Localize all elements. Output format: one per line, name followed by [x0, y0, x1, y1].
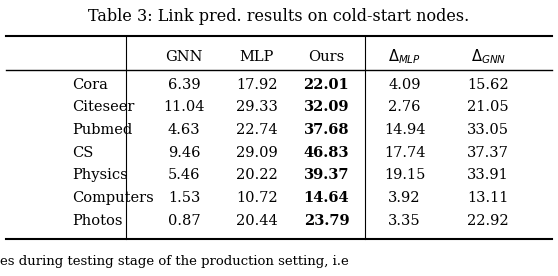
Text: 32.09: 32.09: [304, 100, 349, 114]
Text: 37.37: 37.37: [467, 146, 509, 160]
Text: 19.15: 19.15: [384, 168, 425, 182]
Text: 29.33: 29.33: [235, 100, 278, 114]
Text: Pubmed: Pubmed: [73, 123, 133, 137]
Text: 4.63: 4.63: [168, 123, 200, 137]
Text: Table 3: Link pred. results on cold-start nodes.: Table 3: Link pred. results on cold-star…: [88, 8, 470, 25]
Text: MLP: MLP: [239, 50, 274, 63]
Text: 46.83: 46.83: [304, 146, 349, 160]
Text: 4.09: 4.09: [388, 78, 421, 92]
Text: 17.92: 17.92: [236, 78, 277, 92]
Text: 20.22: 20.22: [236, 168, 277, 182]
Text: 29.09: 29.09: [236, 146, 277, 160]
Text: 6.39: 6.39: [168, 78, 200, 92]
Text: Citeseer: Citeseer: [73, 100, 135, 114]
Text: $\Delta_{MLP}$: $\Delta_{MLP}$: [388, 47, 421, 66]
Text: 14.64: 14.64: [304, 191, 349, 205]
Text: 2.76: 2.76: [388, 100, 421, 114]
Text: CS: CS: [73, 146, 94, 160]
Text: 15.62: 15.62: [468, 78, 509, 92]
Text: 3.35: 3.35: [388, 214, 421, 227]
Text: 3.92: 3.92: [388, 191, 421, 205]
Text: $\Delta_{GNN}$: $\Delta_{GNN}$: [471, 47, 506, 66]
Text: 17.74: 17.74: [384, 146, 425, 160]
Text: 21.05: 21.05: [468, 100, 509, 114]
Text: 33.91: 33.91: [468, 168, 509, 182]
Text: 1.53: 1.53: [168, 191, 200, 205]
Text: 22.74: 22.74: [236, 123, 277, 137]
Text: 33.05: 33.05: [467, 123, 509, 137]
Text: 9.46: 9.46: [168, 146, 200, 160]
Text: 0.87: 0.87: [168, 214, 200, 227]
Text: 39.37: 39.37: [304, 168, 349, 182]
Text: 11.04: 11.04: [163, 100, 205, 114]
Text: 10.72: 10.72: [236, 191, 277, 205]
Text: Cora: Cora: [73, 78, 108, 92]
Text: 20.44: 20.44: [236, 214, 277, 227]
Text: 13.11: 13.11: [468, 191, 509, 205]
Text: Computers: Computers: [73, 191, 155, 205]
Text: 22.92: 22.92: [468, 214, 509, 227]
Text: 37.68: 37.68: [304, 123, 349, 137]
Text: Physics: Physics: [73, 168, 128, 182]
Text: 23.79: 23.79: [304, 214, 349, 227]
Text: 14.94: 14.94: [384, 123, 425, 137]
Text: es during testing stage of the production setting, i.e: es during testing stage of the productio…: [0, 255, 349, 268]
Text: 22.01: 22.01: [304, 78, 349, 92]
Text: Ours: Ours: [309, 50, 344, 63]
Text: GNN: GNN: [165, 50, 203, 63]
Text: 5.46: 5.46: [168, 168, 200, 182]
Text: Photos: Photos: [73, 214, 123, 227]
